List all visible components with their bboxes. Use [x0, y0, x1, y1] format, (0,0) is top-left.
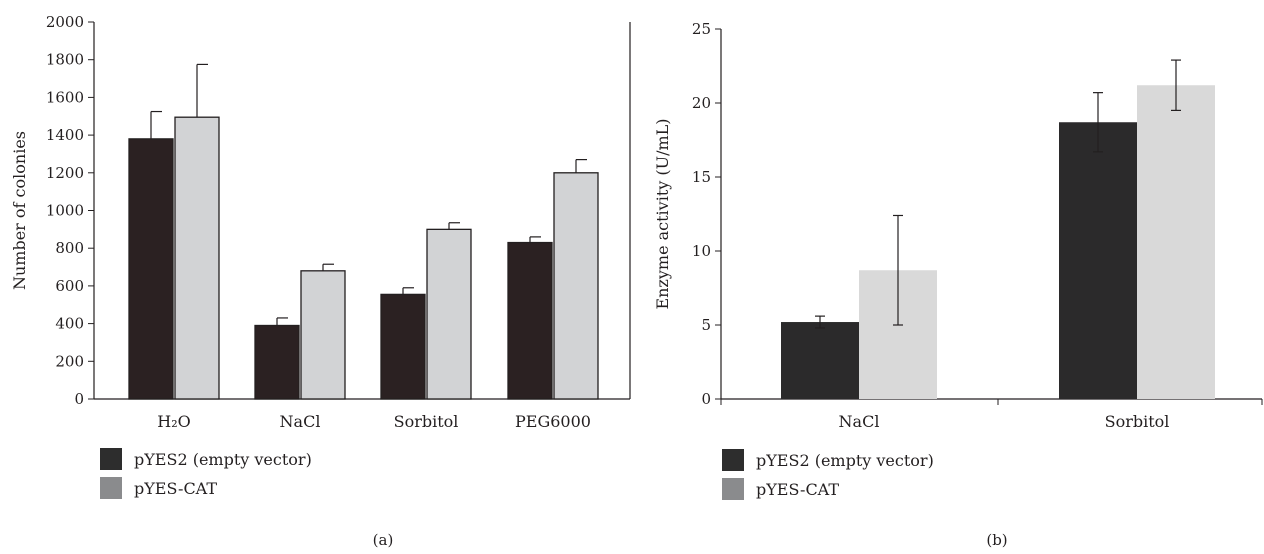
y-tick-label: 20 — [692, 94, 711, 112]
x-category-label: NaCl — [839, 412, 880, 431]
bar-pyes2 — [128, 138, 174, 400]
bar-pyes2 — [380, 293, 426, 400]
x-category-label: PEG6000 — [515, 412, 591, 431]
legend-swatch — [722, 449, 744, 471]
x-category-label: Sorbitol — [1105, 412, 1170, 431]
bar-pyes2 — [254, 324, 300, 400]
legend-swatch — [100, 448, 122, 470]
y-tick-label: 2000 — [46, 13, 84, 31]
y-axis-title: Enzyme activity (U/mL) — [653, 118, 672, 309]
legend-label: pYES2 (empty vector) — [756, 451, 934, 470]
y-tick-label: 0 — [74, 390, 84, 408]
bar-pyes-cat — [553, 172, 599, 400]
y-tick-label: 10 — [692, 242, 711, 260]
bar-pyes-cat — [426, 228, 472, 400]
y-tick-label: 1600 — [46, 88, 84, 106]
legend-swatch — [100, 477, 122, 499]
legend-label: pYES2 (empty vector) — [134, 450, 312, 469]
x-category-label: NaCl — [280, 412, 321, 431]
chart-panel-b: 0 5 10 15 20 25 Enzyme activity (U/mL) NaCl Sorb… — [653, 20, 1263, 549]
y-axis-title: Number of colonies — [10, 131, 29, 290]
y-tick-label: 25 — [692, 20, 711, 38]
y-tick-label: 1800 — [46, 51, 84, 69]
bar-pyes-cat — [1137, 85, 1215, 400]
y-tick-label: 5 — [701, 316, 711, 334]
legend-label: pYES-CAT — [134, 479, 217, 498]
bar-pyes-cat — [300, 270, 346, 400]
panel-label: (a) — [373, 531, 394, 549]
y-tick-label: 1200 — [46, 164, 84, 182]
chart-panel-a: 0 200 400 600 800 1000 1200 1400 1600 1800 2000 Num… — [10, 13, 631, 549]
y-tick-label: 15 — [692, 168, 711, 186]
bar-pyes2 — [1059, 122, 1137, 400]
y-tick-label: 1000 — [46, 202, 84, 220]
y-tick-label: 600 — [55, 277, 84, 295]
panel-label: (b) — [986, 531, 1007, 549]
bar-pyes2 — [507, 241, 553, 400]
y-tick-label: 200 — [55, 352, 84, 370]
y-tick-label: 0 — [701, 390, 711, 408]
x-category-label: Sorbitol — [394, 412, 459, 431]
x-category-label: H₂O — [157, 412, 190, 431]
y-tick-label: 400 — [55, 315, 84, 333]
bar-pyes2 — [781, 322, 859, 399]
legend-swatch — [722, 478, 744, 500]
y-tick-label: 1400 — [46, 126, 84, 144]
y-tick-label: 800 — [55, 239, 84, 257]
legend-label: pYES-CAT — [756, 480, 839, 499]
bar-pyes-cat — [174, 116, 220, 400]
